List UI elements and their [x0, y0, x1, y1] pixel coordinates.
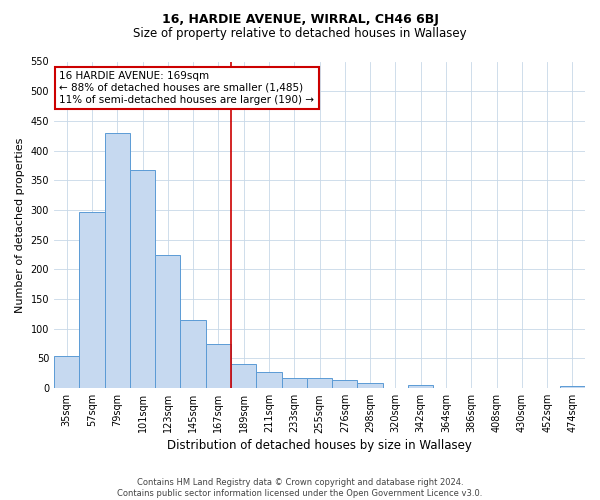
Bar [155, 255, 181, 388]
X-axis label: Distribution of detached houses by size in Wallasey: Distribution of detached houses by size … [167, 440, 472, 452]
Text: 16 HARDIE AVENUE: 169sqm
← 88% of detached houses are smaller (1,485)
11% of sem: 16 HARDIE AVENUE: 169sqm ← 88% of detach… [59, 72, 314, 104]
Bar [231, 364, 256, 388]
Text: Size of property relative to detached houses in Wallasey: Size of property relative to detached ho… [133, 28, 467, 40]
Bar [181, 320, 206, 388]
Bar [281, 378, 307, 388]
Bar [79, 212, 104, 388]
Bar [408, 385, 433, 388]
Text: 16, HARDIE AVENUE, WIRRAL, CH46 6BJ: 16, HARDIE AVENUE, WIRRAL, CH46 6BJ [161, 12, 439, 26]
Bar [256, 372, 281, 388]
Text: Contains HM Land Registry data © Crown copyright and database right 2024.
Contai: Contains HM Land Registry data © Crown c… [118, 478, 482, 498]
Bar [130, 170, 155, 388]
Y-axis label: Number of detached properties: Number of detached properties [15, 137, 25, 312]
Bar [560, 386, 585, 388]
Bar [358, 384, 383, 388]
Bar [332, 380, 358, 388]
Bar [307, 378, 332, 388]
Bar [104, 133, 130, 388]
Bar [54, 356, 79, 388]
Bar [206, 344, 231, 388]
